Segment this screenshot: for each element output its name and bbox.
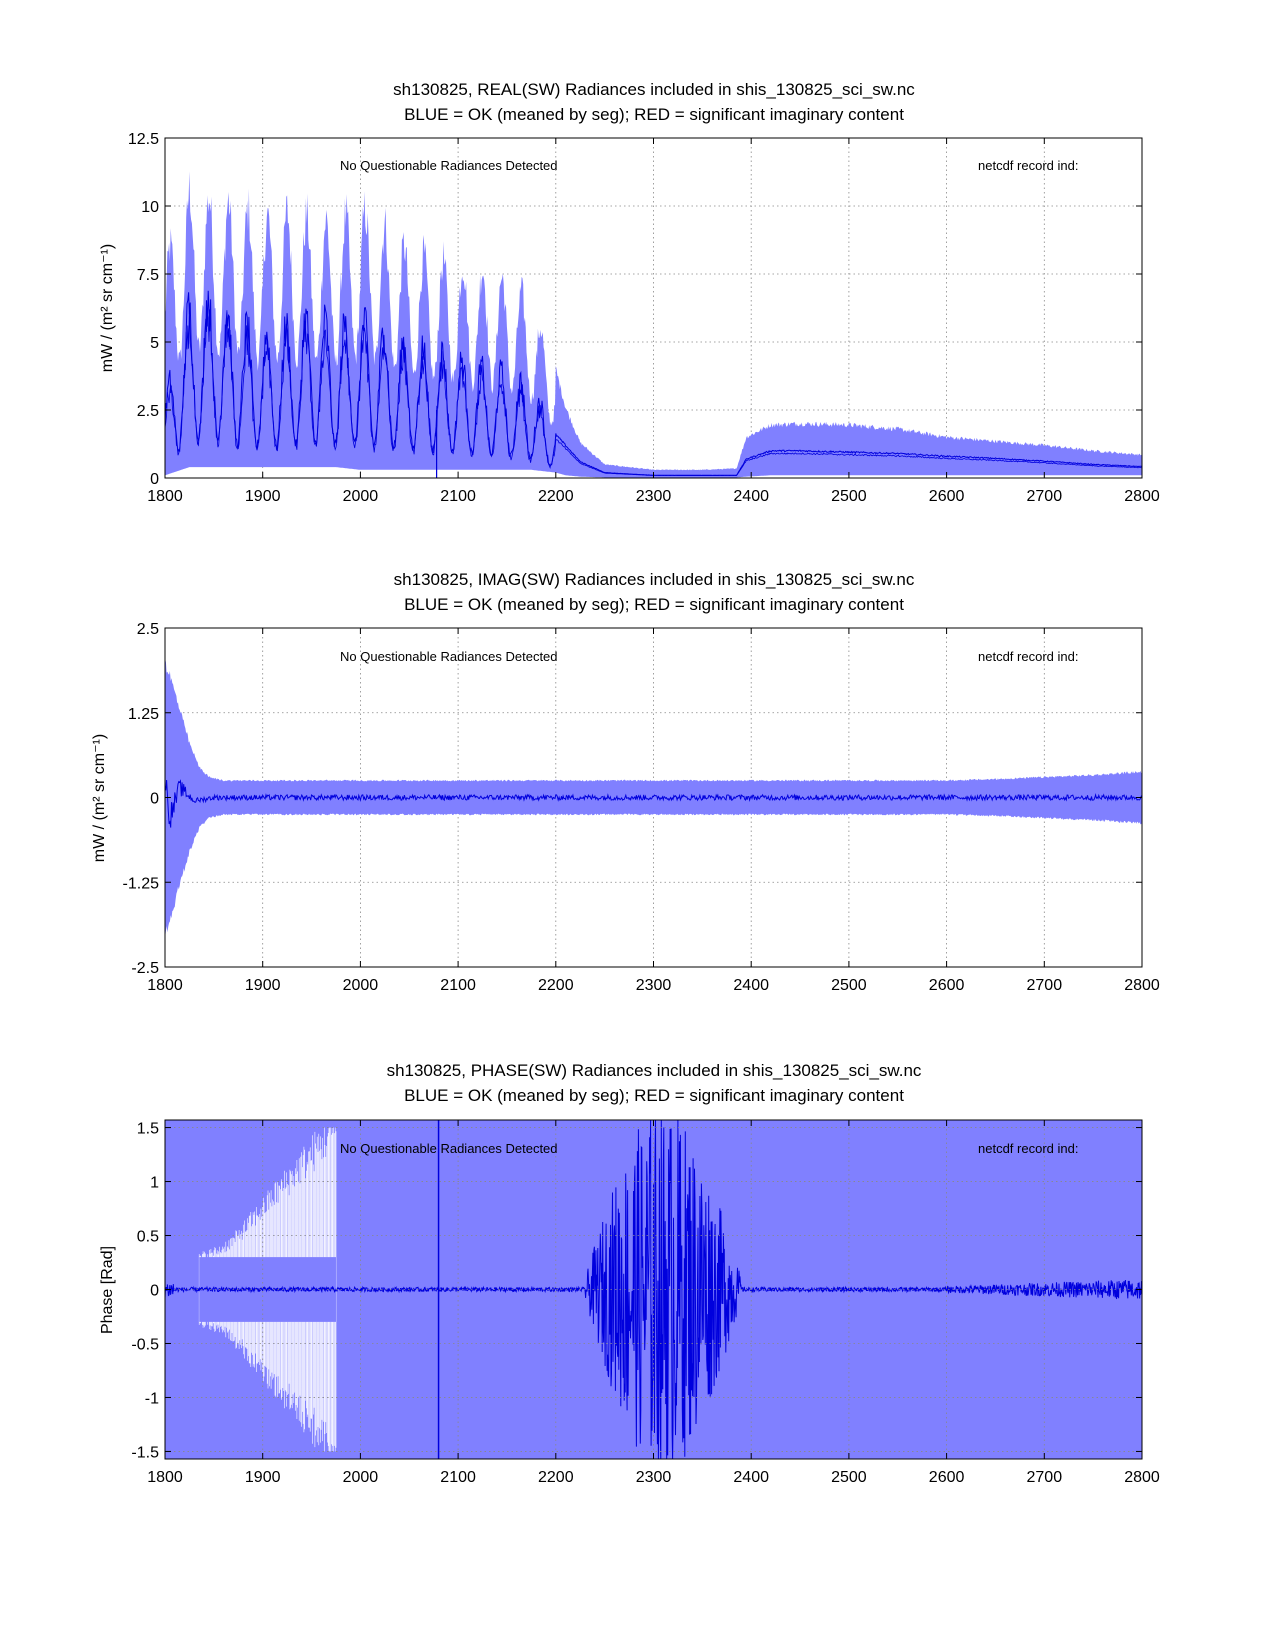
real-ytick-label-10: 10 [141,199,159,216]
panel-phase: sh130825, PHASE(SW) Radiances included i… [99,1061,1160,1486]
phase-xtick-label-2200: 2200 [538,1469,574,1486]
phase-xtick-label-2400: 2400 [733,1469,769,1486]
real-xtick-label-2700: 2700 [1027,488,1063,505]
phase-xtick-label-2000: 2000 [343,1469,379,1486]
phase-xtick-label-1900: 1900 [245,1469,281,1486]
real-xtick-label-2600: 2600 [929,488,965,505]
phase-ytick-label--1: -1 [145,1390,159,1407]
real-xtick-label-1900: 1900 [245,488,281,505]
imag-xtick-label-2100: 2100 [440,977,476,994]
imag-xtick-label-2400: 2400 [733,977,769,994]
phase-title-line2: BLUE = OK (meaned by seg); RED = signifi… [404,1086,904,1105]
imag-ytick-label-2.5: 2.5 [137,621,159,638]
phase-annotation-right: netcdf record ind: [978,1141,1078,1156]
real-xtick-label-2500: 2500 [831,488,867,505]
imag-xtick-label-2000: 2000 [343,977,379,994]
real-annotation-right: netcdf record ind: [978,158,1078,173]
imag-xtick-label-2600: 2600 [929,977,965,994]
imag-ytick-label--1.25: -1.25 [123,875,160,892]
imag-annotation-left: No Questionable Radiances Detected [340,649,558,664]
phase-ytick-label--0.5: -0.5 [131,1336,159,1353]
real-band [165,171,1142,478]
real-xtick-label-2000: 2000 [343,488,379,505]
real-xtick-label-2200: 2200 [538,488,574,505]
phase-xtick-label-1800: 1800 [147,1469,183,1486]
phase-data [165,1120,1142,1459]
real-ytick-label-7.5: 7.5 [137,267,159,284]
imag-ticks: 1800 1900 2000 2100 2200 2300 2400 2500 2600 2700… [123,621,1160,994]
real-ytick-label-0: 0 [150,471,159,488]
imag-xtick-label-2500: 2500 [831,977,867,994]
phase-xtick-label-2100: 2100 [440,1469,476,1486]
phase-ticks: 1800 1900 2000 2100 2200 2300 2400 2500 2600 2700… [131,1120,1160,1486]
panel-real: sh130825, REAL(SW) Radiances included in… [99,80,1160,505]
real-xtick-label-2300: 2300 [636,488,672,505]
imag-data [165,660,1142,939]
imag-ylabel: mW / (m² sr cm⁻¹) [91,734,108,862]
imag-xtick-label-2300: 2300 [636,977,672,994]
real-xtick-label-2100: 2100 [440,488,476,505]
real-annotation-left: No Questionable Radiances Detected [340,158,558,173]
imag-xtick-label-2200: 2200 [538,977,574,994]
phase-ytick-label-1: 1 [150,1175,159,1192]
real-xtick-label-1800: 1800 [147,488,183,505]
imag-ytick-label--2.5: -2.5 [131,960,159,977]
phase-ytick-label--1.5: -1.5 [131,1444,159,1461]
phase-annotation-left: No Questionable Radiances Detected [340,1141,558,1156]
real-xtick-label-2800: 2800 [1124,488,1160,505]
phase-ytick-label-0: 0 [150,1283,159,1300]
imag-title-line1: sh130825, IMAG(SW) Radiances included in… [394,570,915,589]
imag-plot-area [165,660,1142,939]
real-ticks: 1800 1900 2000 2100 2200 2300 2400 2500 2600 2700… [128,131,1160,505]
phase-xtick-label-2600: 2600 [929,1469,965,1486]
imag-ytick-label-1.25: 1.25 [128,706,159,723]
phase-xtick-label-2700: 2700 [1027,1469,1063,1486]
real-xtick-label-2400: 2400 [733,488,769,505]
phase-title-line1: sh130825, PHASE(SW) Radiances included i… [387,1061,922,1080]
imag-xtick-label-2700: 2700 [1027,977,1063,994]
imag-mean-line [165,779,1142,828]
phase-plot-area [165,1120,1142,1459]
real-ytick-label-2.5: 2.5 [137,403,159,420]
imag-band [165,660,1142,939]
imag-xtick-label-1900: 1900 [245,977,281,994]
phase-xtick-label-2500: 2500 [831,1469,867,1486]
imag-annotation-right: netcdf record ind: [978,649,1078,664]
imag-xtick-label-2800: 2800 [1124,977,1160,994]
phase-xtick-label-2300: 2300 [636,1469,672,1486]
phase-mean-line [165,1120,1142,1459]
imag-title-line2: BLUE = OK (meaned by seg); RED = signifi… [404,595,904,614]
imag-xtick-label-1800: 1800 [147,977,183,994]
real-ytick-label-12.5: 12.5 [128,131,159,148]
imag-ytick-label-0: 0 [150,791,159,808]
phase-grid [165,1120,1142,1459]
phase-ytick-label-1.5: 1.5 [137,1121,159,1138]
phase-ytick-label-0.5: 0.5 [137,1229,159,1246]
panel-imag: sh130825, IMAG(SW) Radiances included in… [91,570,1160,994]
real-ytick-label-5: 5 [150,335,159,352]
real-title-line1: sh130825, REAL(SW) Radiances included in… [393,80,915,99]
phase-ylabel: Phase [Rad] [99,1246,116,1334]
real-ylabel: mW / (m² sr cm⁻¹) [99,244,116,372]
real-title-line2: BLUE = OK (meaned by seg); RED = signifi… [404,105,904,124]
phase-xtick-label-2800: 2800 [1124,1469,1160,1486]
